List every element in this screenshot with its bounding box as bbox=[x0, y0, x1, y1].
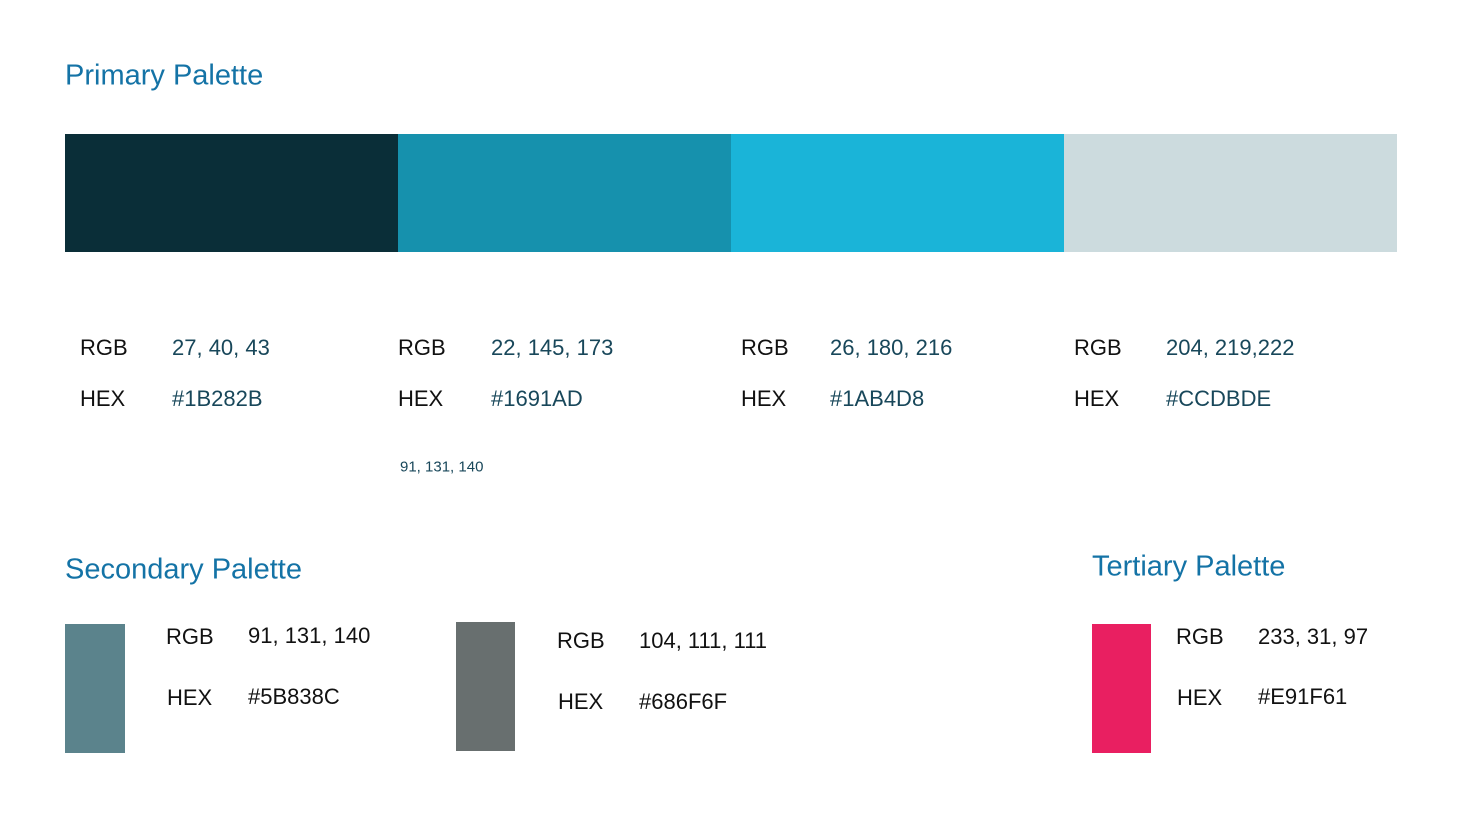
swatch bbox=[456, 622, 515, 751]
swatch bbox=[1064, 134, 1397, 252]
rgb-value: 22, 145, 173 bbox=[491, 335, 614, 360]
hex-label: HEX bbox=[167, 685, 213, 710]
swatch bbox=[65, 624, 125, 753]
note: 91, 131, 140 bbox=[400, 458, 484, 476]
rgb-label: RGB bbox=[1074, 335, 1122, 360]
rgb-label: RGB bbox=[741, 335, 789, 360]
swatch bbox=[398, 134, 731, 252]
rgb-value: 233, 31, 97 bbox=[1258, 624, 1369, 649]
hex-label: HEX bbox=[1177, 685, 1223, 710]
section-title: Primary Palette bbox=[65, 59, 264, 92]
hex-value: #1AB4D8 bbox=[830, 386, 925, 411]
hex-label: HEX bbox=[741, 386, 787, 411]
hex-label: HEX bbox=[558, 689, 604, 714]
rgb-label: RGB bbox=[1176, 624, 1224, 649]
hex-value: #E91F61 bbox=[1258, 684, 1348, 709]
section-title: Secondary Palette bbox=[65, 553, 302, 586]
hex-value: #5B838C bbox=[248, 684, 340, 709]
hex-label: HEX bbox=[1074, 386, 1120, 411]
section-title: Tertiary Palette bbox=[1092, 550, 1286, 583]
rgb-label: RGB bbox=[166, 624, 214, 649]
rgb-value: 27, 40, 43 bbox=[172, 335, 270, 360]
hex-label: HEX bbox=[80, 386, 126, 411]
hex-value: #1691AD bbox=[491, 386, 583, 411]
rgb-label: RGB bbox=[557, 628, 605, 653]
hex-label: HEX bbox=[398, 386, 444, 411]
hex-value: #686F6F bbox=[639, 689, 728, 714]
rgb-value: 26, 180, 216 bbox=[830, 335, 953, 360]
hex-value: #CCDBDE bbox=[1166, 386, 1272, 411]
swatch bbox=[731, 134, 1064, 252]
rgb-label: RGB bbox=[398, 335, 446, 360]
rgb-value: 104, 111, 111 bbox=[639, 628, 768, 653]
rgb-value: 204, 219,222 bbox=[1166, 335, 1295, 360]
swatch bbox=[1092, 624, 1151, 753]
rgb-label: RGB bbox=[80, 335, 128, 360]
rgb-value: 91, 131, 140 bbox=[248, 623, 371, 648]
hex-value: #1B282B bbox=[172, 386, 263, 411]
swatch bbox=[65, 134, 398, 252]
